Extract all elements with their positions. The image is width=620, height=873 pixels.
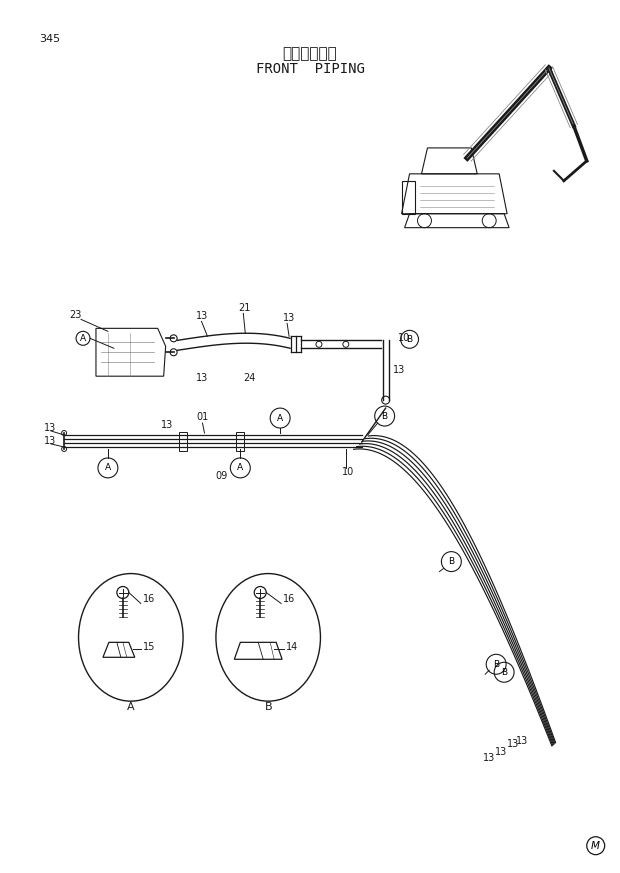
Text: B: B xyxy=(407,335,413,344)
Text: 13: 13 xyxy=(483,753,495,763)
Bar xyxy=(236,432,244,451)
Text: B: B xyxy=(501,668,507,677)
Text: 09: 09 xyxy=(215,471,228,481)
Text: 345: 345 xyxy=(39,34,60,45)
Text: 13: 13 xyxy=(495,747,507,757)
Text: 21: 21 xyxy=(238,304,250,313)
Text: M: M xyxy=(591,841,600,850)
Text: FRONT  PIPING: FRONT PIPING xyxy=(255,62,365,76)
Text: 10: 10 xyxy=(397,333,410,343)
Text: 23: 23 xyxy=(69,311,81,320)
Text: A: A xyxy=(277,414,283,423)
Text: 01: 01 xyxy=(197,412,209,422)
Text: B: B xyxy=(264,702,272,712)
Text: 13: 13 xyxy=(44,436,56,446)
Text: 24: 24 xyxy=(243,373,255,383)
Text: 13: 13 xyxy=(161,420,173,430)
Text: 13: 13 xyxy=(507,739,520,749)
Text: A: A xyxy=(80,333,86,343)
Text: 13: 13 xyxy=(283,313,295,323)
Text: B: B xyxy=(493,660,499,669)
Text: フロント配管: フロント配管 xyxy=(283,45,337,61)
Text: 15: 15 xyxy=(143,643,155,652)
Text: B: B xyxy=(448,557,454,566)
Bar xyxy=(179,432,187,451)
Text: A: A xyxy=(237,464,244,472)
Text: 10: 10 xyxy=(342,467,354,477)
Text: A: A xyxy=(105,464,111,472)
Text: 16: 16 xyxy=(283,595,295,604)
Text: 13: 13 xyxy=(516,736,528,746)
Text: 13: 13 xyxy=(195,312,208,321)
Text: 14: 14 xyxy=(286,643,298,652)
Text: A: A xyxy=(127,702,135,712)
Text: 13: 13 xyxy=(195,373,208,383)
Text: 16: 16 xyxy=(143,595,155,604)
Text: 13: 13 xyxy=(44,423,56,433)
Text: B: B xyxy=(381,411,388,421)
Text: 13: 13 xyxy=(392,365,405,375)
